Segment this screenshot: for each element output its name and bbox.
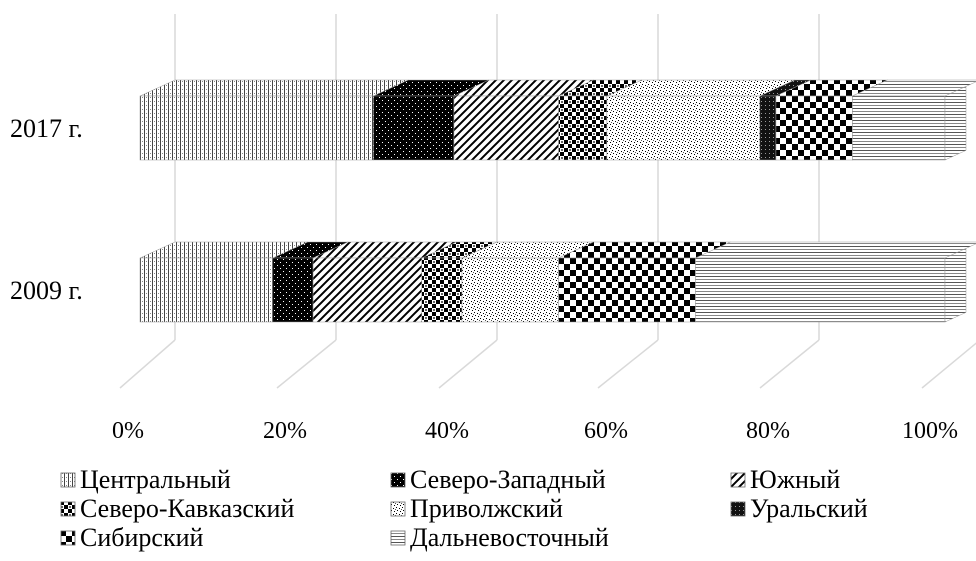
- bar-segment-приволжский: [606, 79, 795, 161]
- legend-swatch: [730, 501, 746, 517]
- bar-front-face: [272, 257, 314, 323]
- bar-front-face: [852, 95, 946, 161]
- legend-swatch: [60, 501, 76, 517]
- legend-item-северо-кавказский: Северо-Кавказский: [60, 494, 294, 524]
- bar-front-face: [312, 257, 423, 323]
- category-label: 2017 г.: [10, 114, 83, 143]
- bar-front-face: [695, 257, 946, 323]
- bars: [139, 79, 976, 323]
- bar-segment-северо-кавказский: [421, 241, 498, 323]
- bar-top-face: [695, 241, 976, 259]
- legend-swatch: [60, 472, 76, 488]
- bar-front-face: [461, 257, 559, 323]
- legend-swatch: [60, 530, 76, 546]
- legend-label: Центральный: [80, 465, 231, 494]
- y-axis: 2017 г. 2009 г.: [10, 114, 83, 305]
- legend-label: Уральский: [750, 494, 868, 523]
- floor-gridline: [759, 339, 820, 389]
- legend-swatch: [390, 472, 406, 488]
- bar-segment-южный: [312, 241, 457, 323]
- bar-segment-приволжский: [461, 241, 594, 323]
- bar-segment-центральный: [139, 79, 409, 161]
- floor-gridline: [438, 339, 498, 389]
- bar-segment-северо-кавказский: [558, 79, 643, 161]
- legend-item-южный: Южный: [730, 465, 840, 495]
- bar-front-face: [421, 257, 463, 323]
- bar-front-face: [558, 257, 696, 323]
- floor-gridline: [597, 339, 659, 389]
- x-tick-label: 0%: [112, 418, 144, 444]
- x-axis: 0% 20% 40% 60% 80% 100%: [112, 418, 958, 444]
- bar-segment-сибирский: [558, 241, 731, 323]
- floor-gridline: [921, 342, 976, 389]
- x-tick-label: 60%: [584, 418, 628, 444]
- bar-front-face: [558, 95, 608, 161]
- bar-segment-дальневосточный: [695, 241, 976, 323]
- bar-segment-дальневосточный: [852, 79, 976, 161]
- bar-front-face: [373, 95, 455, 161]
- bar-segment-южный: [453, 79, 594, 161]
- x-tick-label: 100%: [902, 418, 958, 444]
- legend-label: Сибирский: [80, 523, 204, 552]
- bar-side-face: [944, 248, 967, 323]
- bar-front-face: [775, 95, 853, 161]
- bar-front-face: [759, 95, 777, 161]
- legend-label: Южный: [750, 465, 841, 494]
- bar-segment-северо-западный: [272, 241, 349, 323]
- bar-segment-сибирский: [775, 79, 888, 161]
- category-label: 2009 г.: [10, 276, 83, 305]
- floor-gridline: [119, 339, 176, 389]
- x-tick-label: 40%: [425, 418, 469, 444]
- legend-swatch: [390, 530, 406, 546]
- legend-label: Дальневосточный: [410, 523, 609, 552]
- legend-label: Приволжский: [410, 494, 563, 523]
- bar-front-face: [606, 95, 761, 161]
- bar-top-face: [139, 79, 409, 97]
- bar-front-face: [453, 95, 559, 161]
- bar-front-face: [139, 257, 274, 323]
- legend-item-дальневосточный: Дальневосточный: [390, 523, 609, 553]
- legend-item-уральский: Уральский: [730, 494, 868, 524]
- legend-item-центральный: Центральный: [60, 465, 231, 495]
- legend-swatch: [390, 501, 406, 517]
- x-tick-label: 80%: [746, 418, 790, 444]
- x-tick-label: 20%: [263, 418, 307, 444]
- legend-item-сибирский: Сибирский: [60, 523, 203, 553]
- floor-gridline: [276, 339, 337, 389]
- legend-item-северо-западный: Северо-Западный: [390, 465, 606, 495]
- legend-item-приволжский: Приволжский: [390, 494, 563, 524]
- bar-segment-северо-западный: [373, 79, 490, 161]
- legend-swatch: [730, 472, 746, 488]
- bar-segment-центральный: [139, 241, 308, 323]
- legend-label: Северо-Западный: [410, 465, 606, 494]
- bar-front-face: [139, 95, 374, 161]
- legend-label: Северо-Кавказский: [80, 494, 295, 523]
- gridlines: [119, 14, 976, 389]
- bar-side-face: [944, 86, 967, 161]
